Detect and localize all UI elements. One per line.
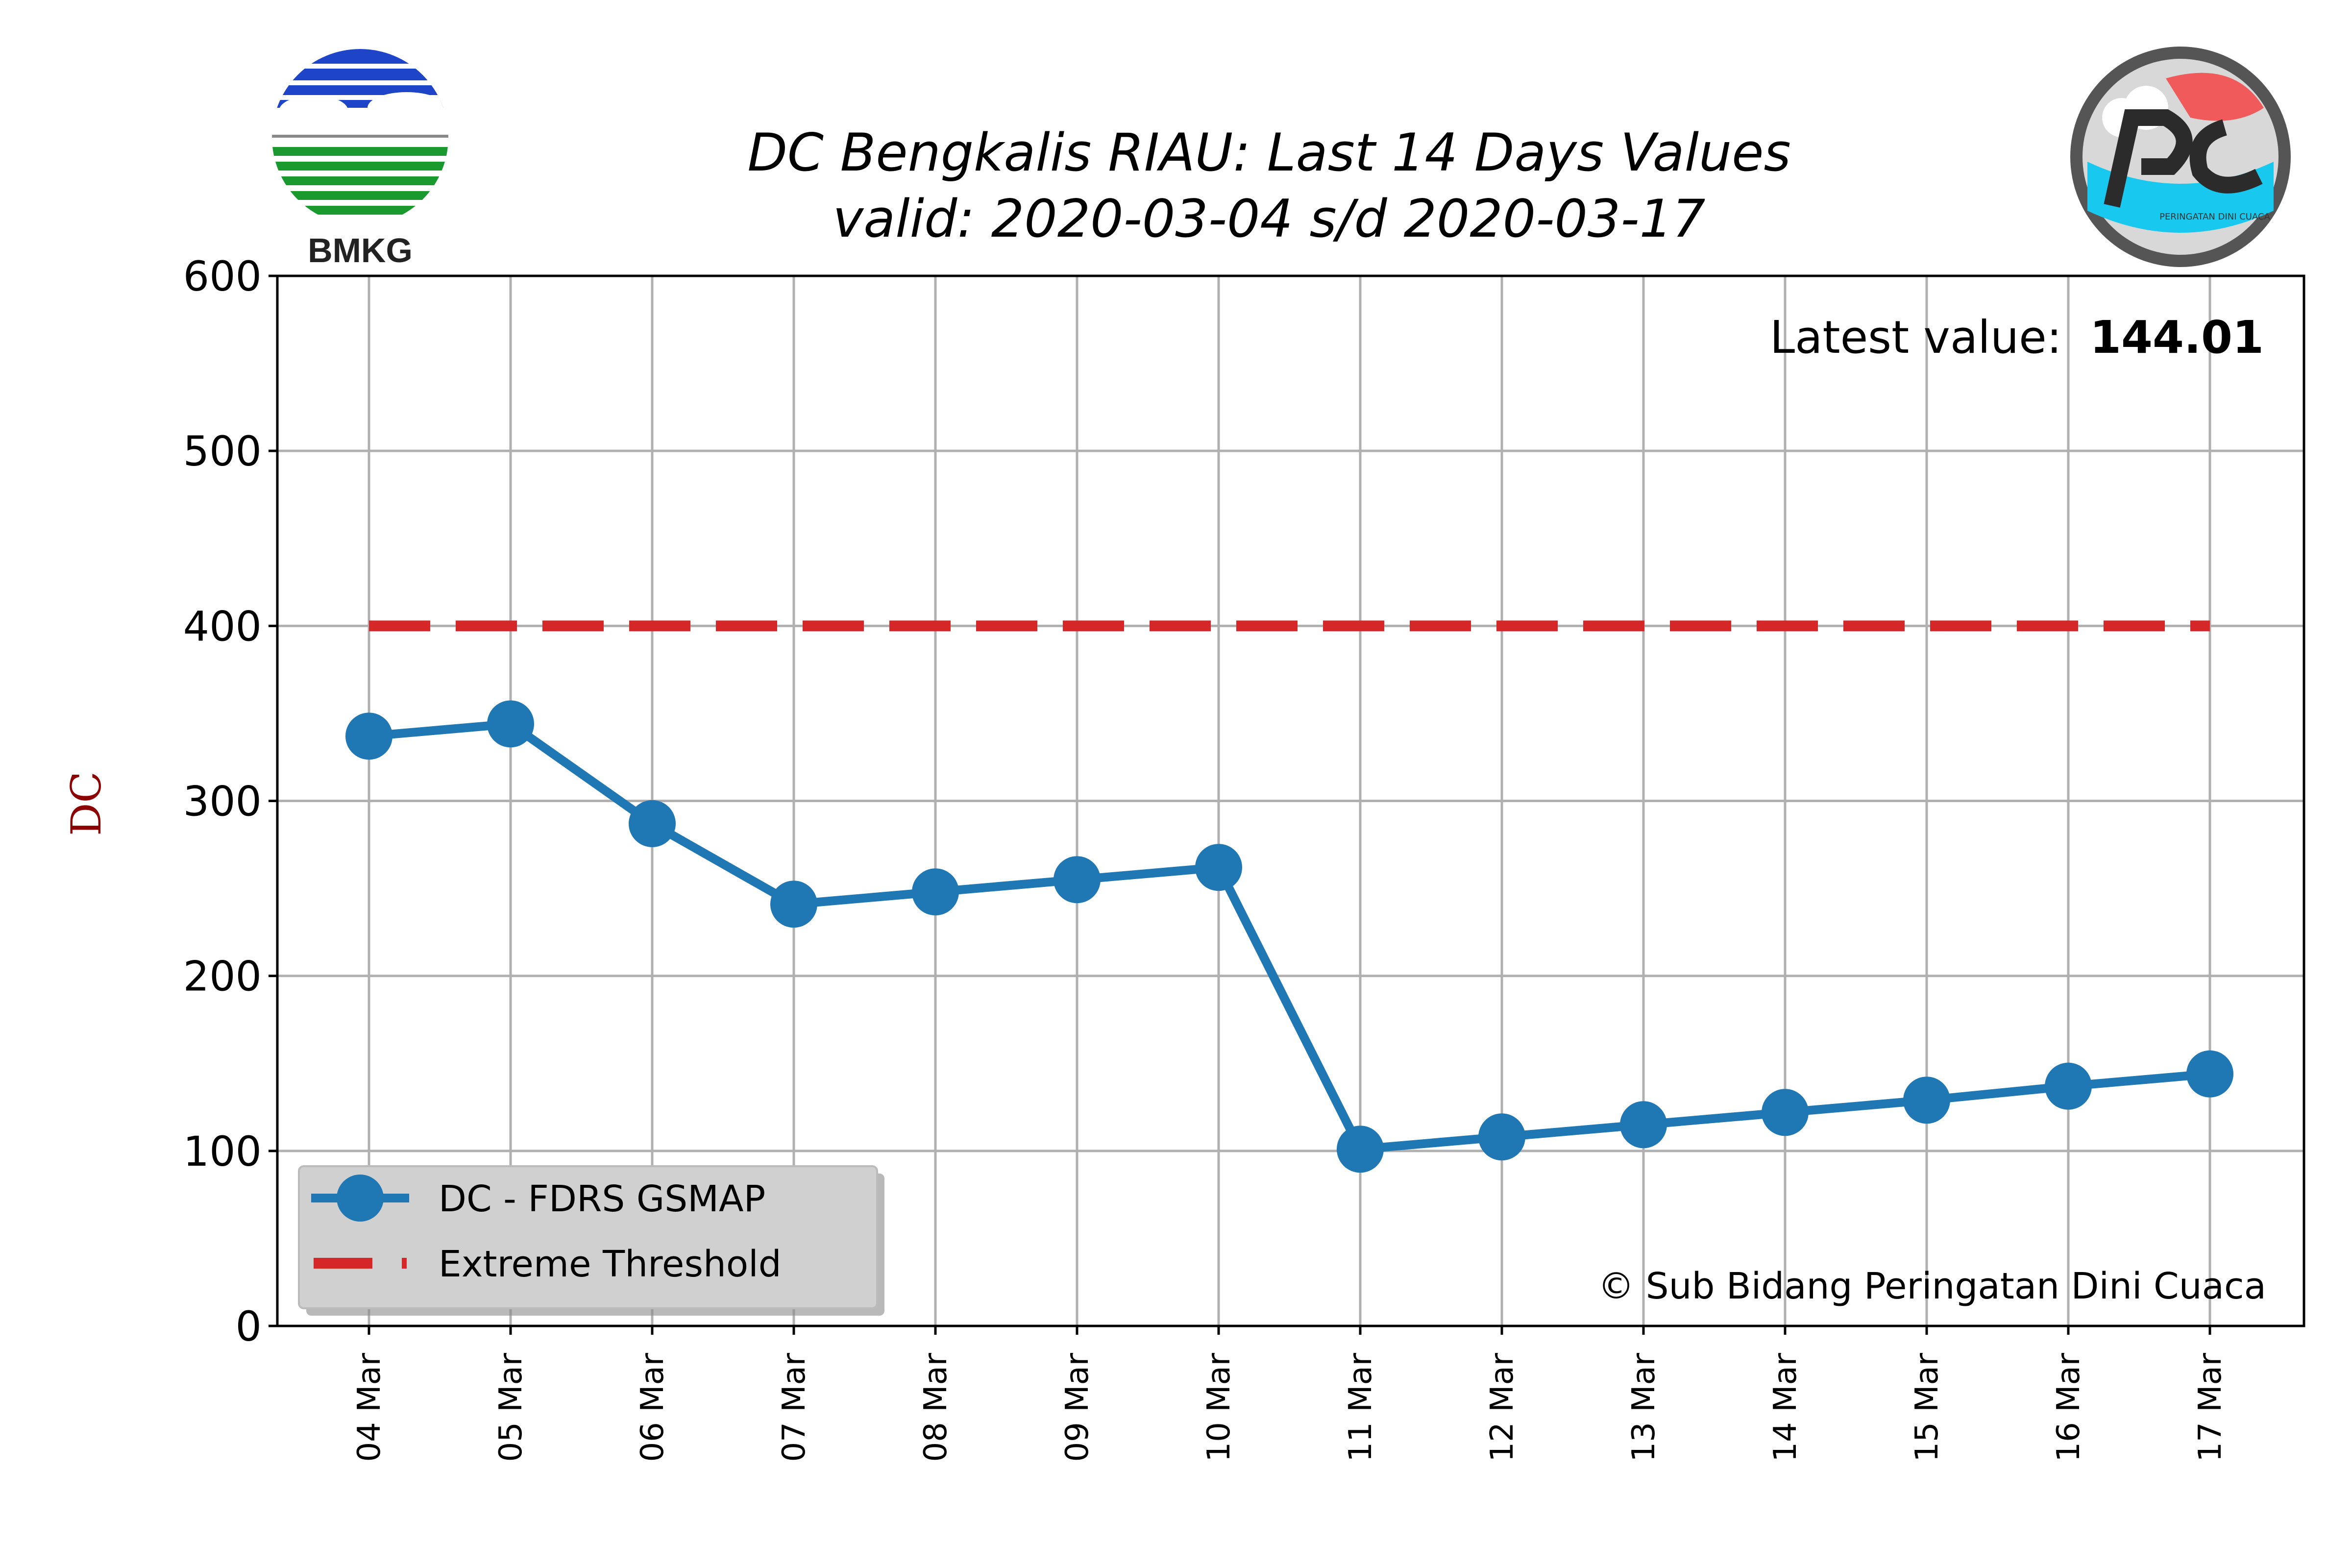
y-tick-label: 500 — [183, 427, 262, 475]
x-tick-label: 05 Mar — [493, 1352, 529, 1462]
dc-data-point — [912, 868, 959, 916]
dc-data-point — [1337, 1126, 1384, 1173]
dc-data-point — [1054, 856, 1101, 904]
pdc-logo: PERINGATAN DINI CUACA — [2070, 47, 2291, 267]
x-tick-label: 06 Mar — [635, 1352, 671, 1462]
dc-data-point — [487, 700, 534, 748]
dc-data-point — [1478, 1113, 1525, 1161]
dc-data-point — [770, 881, 817, 928]
dc-series-line — [368, 719, 2210, 1154]
x-axis: 04 Mar 05 Mar 06 Mar 07 Mar 08 Mar 09 Mar 10 M… — [351, 1326, 2229, 1462]
x-tick-label: 09 Mar — [1059, 1352, 1096, 1462]
x-tick-label: 12 Mar — [1484, 1352, 1520, 1462]
pdc-logo-text: PERINGATAN DINI CUACA — [2159, 212, 2270, 222]
chart-subtitle: valid: 2020-03-04 s/d 2020-03-17 — [833, 189, 1706, 249]
y-axis: 0 100 200 300 400 500 600 — [183, 252, 277, 1350]
dc-data-point — [2045, 1062, 2092, 1110]
y-tick-label: 100 — [183, 1127, 262, 1176]
x-tick-label: 15 Mar — [1909, 1352, 1945, 1462]
y-tick-label: 600 — [183, 252, 262, 300]
y-axis-label: DC — [62, 771, 110, 836]
x-tick-label: 07 Mar — [776, 1352, 812, 1462]
chart-title: DC Bengkalis RIAU: Last 14 Days Values — [747, 122, 1790, 183]
dc-data-point — [1903, 1077, 1950, 1124]
dc-data-point — [629, 800, 676, 847]
dc-data-point — [1195, 844, 1242, 891]
latest-value-annotation: Latest value: 144.01 — [1770, 311, 2264, 364]
bmkg-logo-text: BMKG — [308, 231, 413, 270]
y-tick-label: 200 — [183, 953, 262, 1001]
x-tick-label: 08 Mar — [918, 1352, 954, 1462]
y-tick-label: 400 — [183, 602, 262, 650]
x-tick-label: 14 Mar — [1767, 1352, 1804, 1462]
x-tick-label: 16 Mar — [2051, 1352, 2087, 1462]
x-tick-label: 10 Mar — [1201, 1352, 1237, 1462]
legend-label-dc: DC - FDRS GSMAP — [439, 1178, 765, 1220]
dc-data-point — [345, 712, 392, 760]
x-tick-label: 13 Mar — [1626, 1352, 1662, 1462]
x-tick-label: 04 Mar — [351, 1352, 388, 1462]
credit-text: © Sub Bidang Peringatan Dini Cuaca — [1598, 1265, 2266, 1307]
dc-data-point — [1762, 1089, 1809, 1136]
bmkg-logo: BMKG — [272, 49, 448, 270]
x-tick-label: 17 Mar — [2192, 1352, 2229, 1462]
latest-value-label: Latest value: — [1770, 311, 2062, 364]
latest-value-number: 144.01 — [2090, 311, 2264, 364]
dc-data-point — [2186, 1050, 2233, 1098]
legend: DC - FDRS GSMAP Extreme Threshold — [298, 1165, 884, 1316]
y-tick-label: 300 — [183, 778, 262, 826]
y-tick-label: 0 — [236, 1302, 262, 1350]
legend-label-threshold: Extreme Threshold — [439, 1243, 782, 1285]
series-layer — [345, 620, 2233, 1173]
legend-marker-dc — [337, 1175, 384, 1222]
x-tick-label: 11 Mar — [1343, 1352, 1379, 1462]
dc-data-point — [1620, 1101, 1667, 1149]
